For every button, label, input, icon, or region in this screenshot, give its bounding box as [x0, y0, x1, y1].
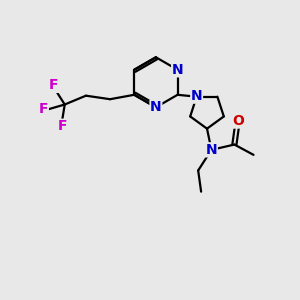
Text: N: N [206, 143, 217, 157]
Text: N: N [191, 89, 203, 103]
Text: N: N [150, 100, 162, 114]
Text: F: F [58, 119, 67, 133]
Text: O: O [232, 114, 244, 128]
Text: F: F [49, 78, 58, 92]
Text: F: F [39, 102, 48, 116]
Text: N: N [172, 63, 183, 77]
